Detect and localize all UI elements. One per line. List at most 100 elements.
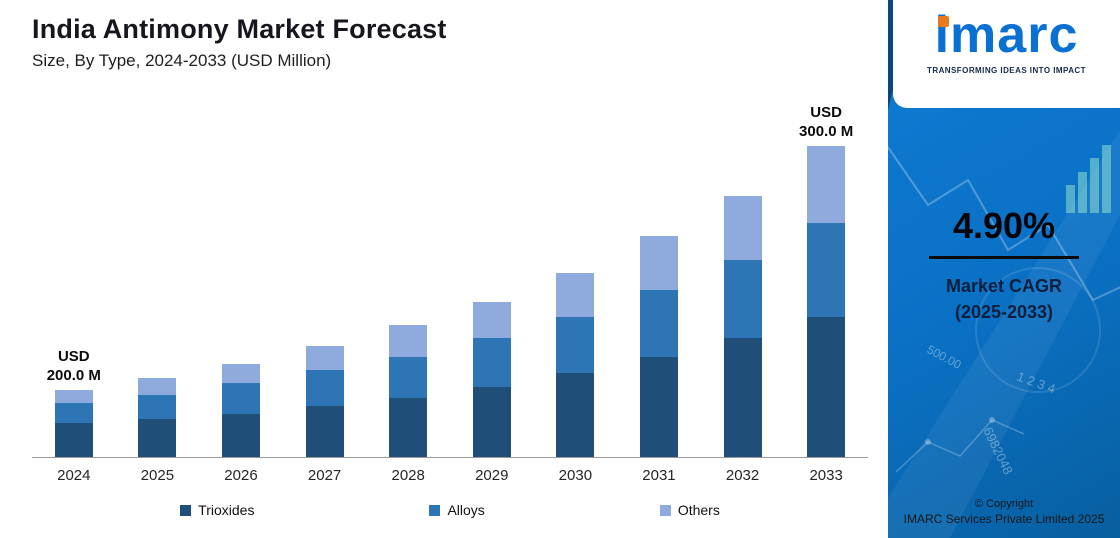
- sidebar-content: imarc TRANSFORMING IDEAS INTO IMPACT 4.9…: [888, 0, 1120, 538]
- x-axis-label: 2031: [642, 467, 676, 484]
- cagr-value: 4.90%: [952, 205, 1056, 246]
- brand-sidebar: 6982048 500.00 1 2 3 4 imarc TRANSFORMIN…: [888, 0, 1120, 538]
- bar-segment-others: [639, 236, 678, 290]
- bar-segment-alloys: [723, 260, 762, 338]
- x-axis-label: 2025: [140, 467, 175, 484]
- bar-segment-trioxides: [723, 338, 762, 457]
- legend-item-alloys: Alloys: [429, 502, 485, 518]
- logo-tagline: TRANSFORMING IDEAS INTO IMPACT: [927, 65, 1086, 75]
- bar-group-2028: [366, 325, 450, 457]
- x-axis-label: 2032: [725, 467, 760, 484]
- cagr-underline: [929, 256, 1079, 259]
- stacked-bar: [472, 302, 511, 457]
- stacked-bar: [639, 236, 678, 457]
- x-axis-label: 2026: [224, 467, 258, 484]
- legend-swatch: [659, 504, 671, 516]
- bar-segment-others: [472, 302, 511, 338]
- bar-segment-trioxides: [54, 423, 93, 457]
- logo-card: imarc TRANSFORMING IDEAS INTO IMPACT: [893, 0, 1120, 108]
- sidebar-watermark: 6982048 500.00 1 2 3 4: [888, 0, 1120, 538]
- decorative-sparkline: [895, 419, 1025, 473]
- chart-panel: India Antimony Market Forecast Size, By …: [32, 14, 868, 518]
- stacked-bar-chart: USD 200.0 M USD 300.0 M 2024 2025 2026 2027 202…: [32, 97, 868, 484]
- imarc-logo: imarc: [935, 8, 1079, 63]
- stacked-bar: [556, 273, 595, 457]
- decorative-line-chart: [888, 145, 1120, 302]
- bar-group-2029: [450, 302, 534, 457]
- bar-segment-others: [54, 390, 93, 403]
- copyright-line1: © Copyright: [974, 498, 1034, 510]
- bar-segment-alloys: [54, 403, 93, 423]
- bar-total-label-2024: USD 200.0 M: [46, 347, 101, 384]
- cagr-block: 4.90% Market CAGR (2025-2033): [888, 0, 1120, 325]
- plot-area: USD 200.0 M USD 300.0 M: [32, 97, 868, 458]
- legend-label: Alloys: [447, 502, 485, 518]
- bar-segment-alloys: [639, 290, 678, 357]
- x-axis-label: 2027: [307, 467, 342, 484]
- bar-segment-trioxides: [305, 406, 344, 457]
- bar-segment-trioxides: [389, 398, 428, 457]
- legend-item-others: Others: [659, 502, 720, 518]
- legend-label: Others: [677, 502, 720, 518]
- stacked-bar: [305, 346, 344, 457]
- logo-dot-icon: [937, 16, 949, 27]
- bar-segment-alloys: [807, 223, 846, 317]
- decorative-bar-chart: [1066, 145, 1111, 213]
- bar-segment-others: [807, 146, 846, 223]
- copyright-line2: IMARC Services Private Limited 2025: [903, 512, 1105, 526]
- bar-group-2030: [534, 273, 618, 457]
- bar-segment-others: [723, 196, 762, 260]
- bar-segment-alloys: [221, 383, 260, 414]
- bar-segment-trioxides: [556, 373, 595, 457]
- x-axis: 2024 2025 2026 2027 2028 2029 2030 2031 2032 2033: [32, 458, 868, 484]
- legend-label: Trioxides: [198, 502, 255, 518]
- bar-segment-others: [556, 273, 595, 317]
- cagr-label-line1: Market CAGR: [945, 276, 1063, 296]
- bar-segment-trioxides: [472, 387, 511, 457]
- legend-item-trioxides: Trioxides: [180, 502, 254, 518]
- bar-group-2026: [199, 364, 283, 457]
- imarc-logo-text: imarc: [934, 6, 1079, 64]
- x-axis-label: 2024: [57, 467, 91, 484]
- chart-subtitle: Size, By Type, 2024-2033 (USD Million): [32, 51, 332, 70]
- x-axis-label: 2029: [475, 467, 509, 484]
- stacked-bar: [723, 196, 762, 457]
- stacked-bar: [138, 378, 177, 457]
- bar-group-2024: USD 200.0 M: [32, 347, 116, 457]
- bar-segment-trioxides: [639, 357, 678, 457]
- bar-segment-others: [221, 364, 260, 383]
- stacked-bar: [807, 146, 846, 457]
- stacked-bar: [54, 390, 93, 457]
- chart-title: India Antimony Market Forecast: [32, 14, 447, 44]
- decorative-circle: [975, 267, 1101, 393]
- bar-group-2031: [617, 236, 701, 457]
- bar-group-2025: [116, 378, 200, 457]
- bar-segment-trioxides: [221, 414, 260, 457]
- legend-swatch: [429, 504, 441, 516]
- bar-segment-others: [138, 378, 177, 395]
- cagr-label-line2: (2025-2033): [954, 302, 1054, 323]
- x-axis-label: 2028: [391, 467, 425, 484]
- bar-segment-alloys: [138, 395, 177, 419]
- bar-segment-alloys: [305, 370, 344, 406]
- stacked-bar: [221, 364, 260, 457]
- bar-segment-alloys: [472, 338, 511, 387]
- bar-segment-others: [389, 325, 428, 357]
- diagonal-band: [888, 130, 1120, 538]
- bar-group-2032: [701, 196, 785, 457]
- bar-group-2033: USD 300.0 M: [784, 103, 868, 457]
- bar-group-2027: [283, 346, 367, 457]
- bar-segment-trioxides: [138, 419, 177, 457]
- decorative-dot: [925, 439, 931, 445]
- decorative-dot: [989, 417, 995, 423]
- legend-swatch: [180, 504, 192, 516]
- chart-legend: Trioxides Alloys Others: [32, 502, 868, 518]
- bar-total-label-2033: USD 300.0 M: [799, 103, 854, 140]
- bar-segment-others: [305, 346, 344, 370]
- bar-segment-trioxides: [807, 317, 846, 457]
- copyright: © Copyright IMARC Services Private Limit…: [888, 498, 1120, 526]
- stacked-bar: [389, 325, 428, 457]
- cagr-label: Market CAGR (2025-2033): [888, 273, 1120, 325]
- x-axis-label: 2030: [558, 467, 593, 484]
